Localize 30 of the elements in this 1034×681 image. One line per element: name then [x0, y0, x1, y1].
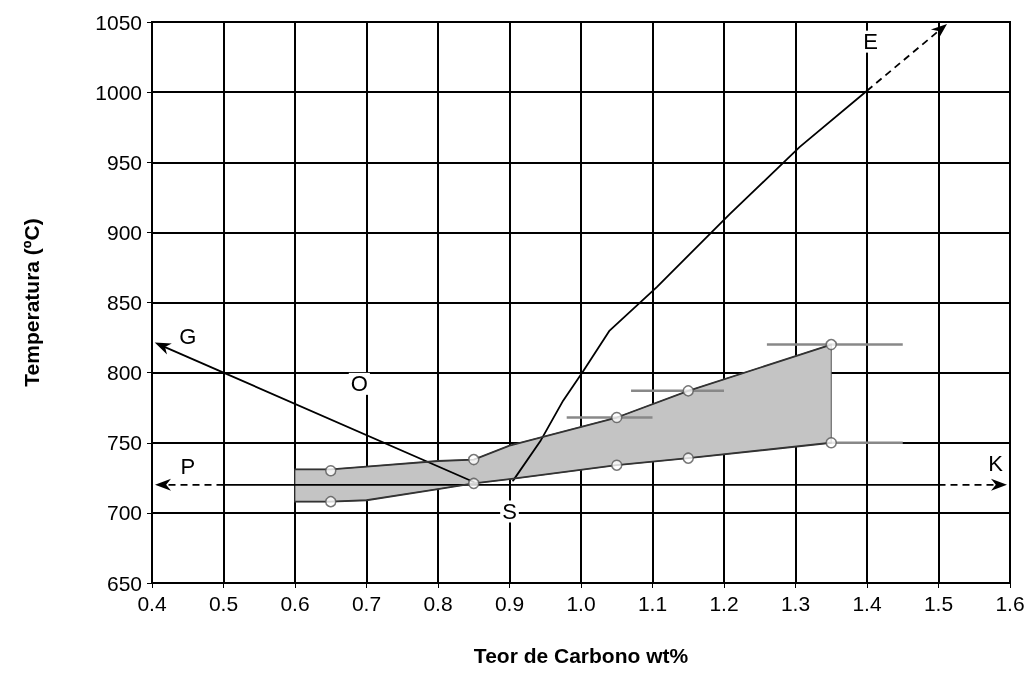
x-axis-title: Teor de Carbono wt%	[473, 644, 689, 667]
x-tick-label: 0.9	[494, 592, 525, 615]
y-tick-label: 700	[106, 501, 142, 525]
annotation: G	[179, 323, 197, 349]
x-tick-label: 1.6	[995, 592, 1025, 615]
annotation: P	[180, 454, 196, 480]
x-tick-label: 1.4	[852, 592, 882, 615]
x-tick-label: 0.8	[423, 592, 453, 615]
x-tick-label: 1.1	[637, 592, 668, 615]
y-tick-label: 1000	[95, 80, 142, 104]
y-tick-label: 1050	[95, 10, 142, 34]
annotation: E	[863, 29, 878, 55]
y-tick-label: 750	[106, 431, 142, 455]
y-tick-label: 800	[106, 361, 142, 385]
x-tick-label: 0.4	[137, 592, 167, 615]
x-tick-label: 0.7	[351, 592, 382, 615]
annotation: S	[502, 498, 517, 524]
x-tick-label: 1.5	[923, 592, 954, 615]
annotation: K	[988, 451, 1004, 477]
y-tick-label: 900	[106, 220, 142, 244]
y-axis-title: Temperatura (ºC)	[20, 218, 43, 387]
annotation: O	[350, 371, 368, 397]
y-tick-label: 950	[106, 150, 142, 174]
x-tick-label: 0.5	[208, 592, 239, 615]
x-tick-label: 1.0	[566, 592, 596, 615]
x-tick-label: 0.6	[280, 592, 310, 615]
x-tick-label: 1.3	[780, 592, 811, 615]
x-tick-label: 1.2	[709, 592, 739, 615]
y-tick-label: 650	[106, 571, 142, 595]
y-tick-label: 850	[106, 291, 142, 314]
